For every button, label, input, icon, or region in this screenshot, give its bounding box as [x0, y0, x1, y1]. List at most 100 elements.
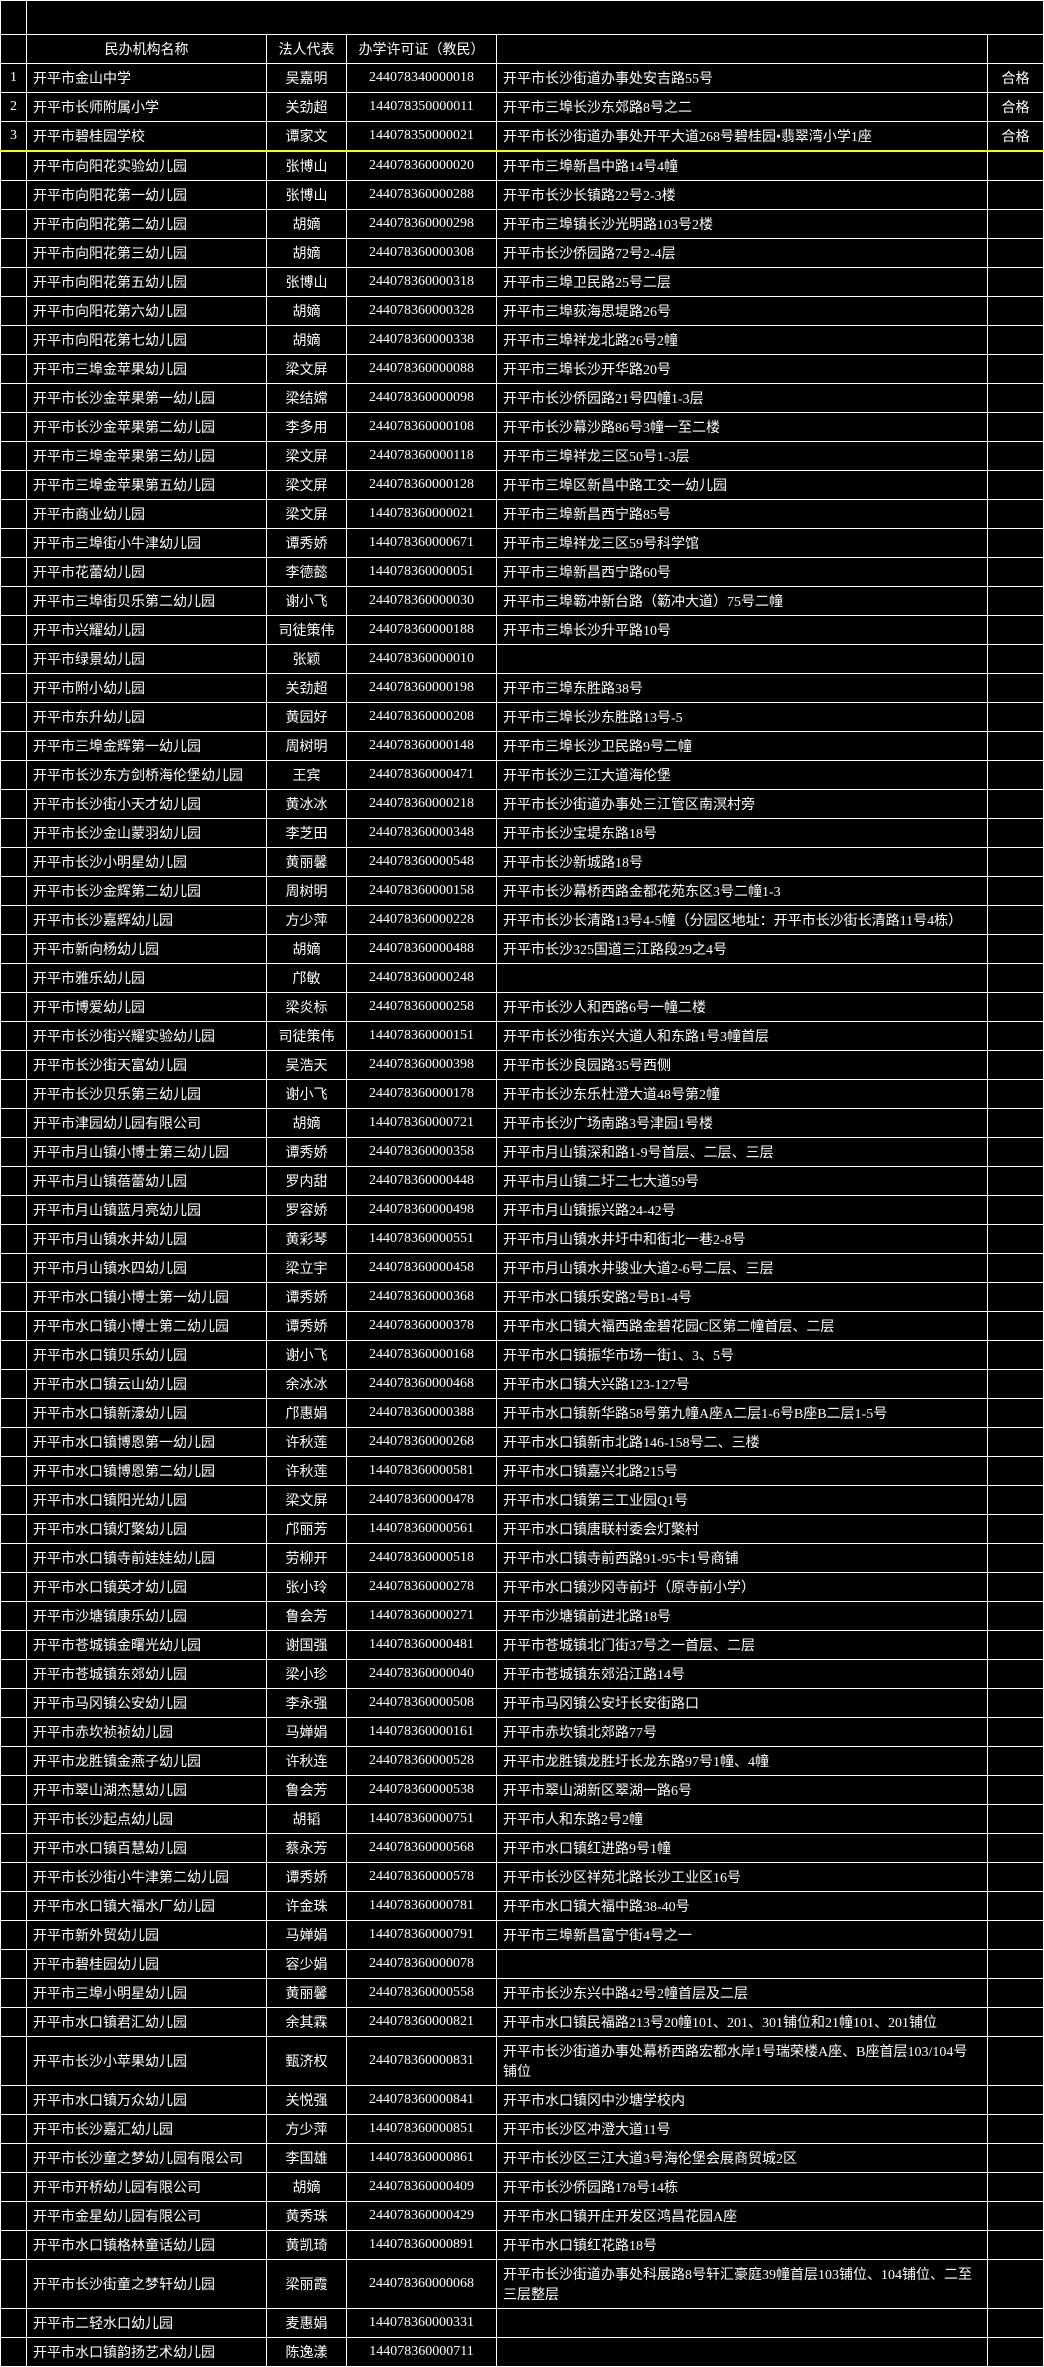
grade: [988, 1428, 1044, 1457]
grade: [988, 1254, 1044, 1283]
row-number: [1, 1080, 27, 1109]
grade: [988, 790, 1044, 819]
inst-name: 开平市水口镇新濠幼儿园: [27, 1399, 267, 1428]
inst-name: 开平市三埠小明星幼儿园: [27, 1979, 267, 2008]
row-number: [1, 239, 27, 268]
legal-rep: 许秋连: [267, 1747, 347, 1776]
table-row: 开平市雅乐幼儿园邝敏244078360000248: [1, 964, 1044, 993]
cert-number: 144078350000011: [347, 93, 497, 122]
address: 开平市三埠长沙东郊路8号之二: [497, 93, 988, 122]
grade: [988, 268, 1044, 297]
inst-name: 开平市雅乐幼儿园: [27, 964, 267, 993]
table-row: 开平市水口镇寺前娃娃幼儿园劳柳开244078360000518开平市水口镇寺前西…: [1, 1544, 1044, 1573]
address: 开平市三埠长沙卫民路9号二幢: [497, 732, 988, 761]
table-row: 开平市三埠金苹果第五幼儿园梁文屏244078360000128开平市三埠区新昌中…: [1, 471, 1044, 500]
grade: [988, 1573, 1044, 1602]
cert-number: 244078360000040: [347, 1660, 497, 1689]
legal-rep: 张博山: [267, 268, 347, 297]
inst-name: 开平市水口镇英才幼儿园: [27, 1573, 267, 1602]
table-row: 开平市长沙金辉第二幼儿园周树明244078360000158开平市长沙幕桥西路金…: [1, 877, 1044, 906]
cert-number: 144078360000481: [347, 1631, 497, 1660]
cert-number: 244078360000308: [347, 239, 497, 268]
legal-rep: 胡嫡: [267, 935, 347, 964]
address: 开平市水口镇冈中沙塘学校内: [497, 2086, 988, 2115]
legal-rep: 陈逸漾: [267, 2338, 347, 2367]
cert-number: 144078360000671: [347, 529, 497, 558]
grade: [988, 645, 1044, 674]
cert-number: 244078360000088: [347, 355, 497, 384]
address: 开平市三埠卫民路25号二层: [497, 268, 988, 297]
row-number: [1, 181, 27, 210]
legal-rep: 余其霖: [267, 2008, 347, 2037]
address: 开平市长沙东乐杜澄大道48号第2幢: [497, 1080, 988, 1109]
address: 开平市水口镇新华路58号第九幢A座A二层1-6号B座B二层1-5号: [497, 1399, 988, 1428]
legal-rep: 许秋莲: [267, 1457, 347, 1486]
inst-name: 开平市马冈镇公安幼儿园: [27, 1689, 267, 1718]
address: 开平市三埠祥龙三区59号科学馆: [497, 529, 988, 558]
row-number: [1, 2008, 27, 2037]
inst-name: 开平市水口镇百慧幼儿园: [27, 1834, 267, 1863]
grade: [988, 1921, 1044, 1950]
row-number: [1, 1370, 27, 1399]
cert-number: 244078360000268: [347, 1428, 497, 1457]
legal-rep: 张博山: [267, 181, 347, 210]
table-row: 开平市花蕾幼儿园李德懿144078360000051开平市三埠新昌西宁路60号: [1, 558, 1044, 587]
address: 开平市水口镇红花路18号: [497, 2231, 988, 2260]
row-number: [1, 210, 27, 239]
grade: [988, 587, 1044, 616]
inst-name: 开平市翠山湖杰慧幼儿园: [27, 1776, 267, 1805]
table-row: 开平市碧桂园幼儿园容少娟244078360000078: [1, 1950, 1044, 1979]
cert-number: 244078360000388: [347, 1399, 497, 1428]
cert-number: 244078360000198: [347, 674, 497, 703]
address: 开平市长沙人和西路6号一幢二楼: [497, 993, 988, 1022]
table-row: 开平市商业幼儿园梁文屏144078360000021开平市三埠新昌西宁路85号: [1, 500, 1044, 529]
inst-name: 开平市附小幼儿园: [27, 674, 267, 703]
inst-name: 开平市碧桂园幼儿园: [27, 1950, 267, 1979]
grade: [988, 2309, 1044, 2338]
row-number: [1, 732, 27, 761]
inst-name: 开平市向阳花第二幼儿园: [27, 210, 267, 239]
cert-number: 244078360000429: [347, 2202, 497, 2231]
cert-number: 244078360000278: [347, 1573, 497, 1602]
cert-number: 244078360000578: [347, 1863, 497, 1892]
address: 开平市长沙区祥苑北路长沙工业区16号: [497, 1863, 988, 1892]
legal-rep: 黄丽馨: [267, 848, 347, 877]
table-row: 开平市月山镇小博士第三幼儿园谭秀娇244078360000358开平市月山镇深和…: [1, 1138, 1044, 1167]
table-row: 开平市水口镇大福水厂幼儿园许金珠144078360000781开平市水口镇大福中…: [1, 1892, 1044, 1921]
row-number: [1, 1341, 27, 1370]
legal-rep: 关劲超: [267, 93, 347, 122]
row-number: [1, 1399, 27, 1428]
address: 开平市水口镇民福路213号20幢101、201、301铺位和21幢101、201…: [497, 2008, 988, 2037]
cert-number: 244078360000258: [347, 993, 497, 1022]
row-number: [1, 587, 27, 616]
grade: [988, 2173, 1044, 2202]
legal-rep: 容少娟: [267, 1950, 347, 1979]
table-row: 开平市水口镇格林童话幼儿园黄凯琦144078360000891开平市水口镇红花路…: [1, 2231, 1044, 2260]
legal-rep: 黄冰冰: [267, 790, 347, 819]
address: 开平市水口镇沙冈寺前圩（原寺前小学）: [497, 1573, 988, 1602]
address: 开平市长沙区冲澄大道11号: [497, 2115, 988, 2144]
cert-number: 244078360000568: [347, 1834, 497, 1863]
cert-number: 244078360000158: [347, 877, 497, 906]
row-number: [1, 2037, 27, 2086]
legal-rep: 马婵娟: [267, 1921, 347, 1950]
cert-number: 244078360000458: [347, 1254, 497, 1283]
legal-rep: 关劲超: [267, 674, 347, 703]
address: [497, 1950, 988, 1979]
main-body: 开平市向阳花实验幼儿园张博山244078360000020开平市三埠新昌中路14…: [1, 151, 1044, 2367]
table-row: 2开平市长师附属小学关劲超144078350000011开平市三埠长沙东郊路8号…: [1, 93, 1044, 122]
grade: [988, 181, 1044, 210]
inst-name: 开平市长沙金苹果第二幼儿园: [27, 413, 267, 442]
table-row: 开平市水口镇阳光幼儿园梁文屏244078360000478开平市水口镇第三工业园…: [1, 1486, 1044, 1515]
legal-rep: 张小玲: [267, 1573, 347, 1602]
row-number: [1, 2115, 27, 2144]
grade: [988, 1892, 1044, 1921]
legal-rep: 胡嫡: [267, 297, 347, 326]
row-number: [1, 1892, 27, 1921]
legal-rep: 周树明: [267, 877, 347, 906]
inst-name: 开平市绿景幼儿园: [27, 645, 267, 674]
legal-rep: 胡嫡: [267, 210, 347, 239]
grade: [988, 2231, 1044, 2260]
legal-rep: 黄彩琴: [267, 1225, 347, 1254]
table-row: 开平市三埠金苹果幼儿园梁文屏244078360000088开平市三埠长沙开华路2…: [1, 355, 1044, 384]
